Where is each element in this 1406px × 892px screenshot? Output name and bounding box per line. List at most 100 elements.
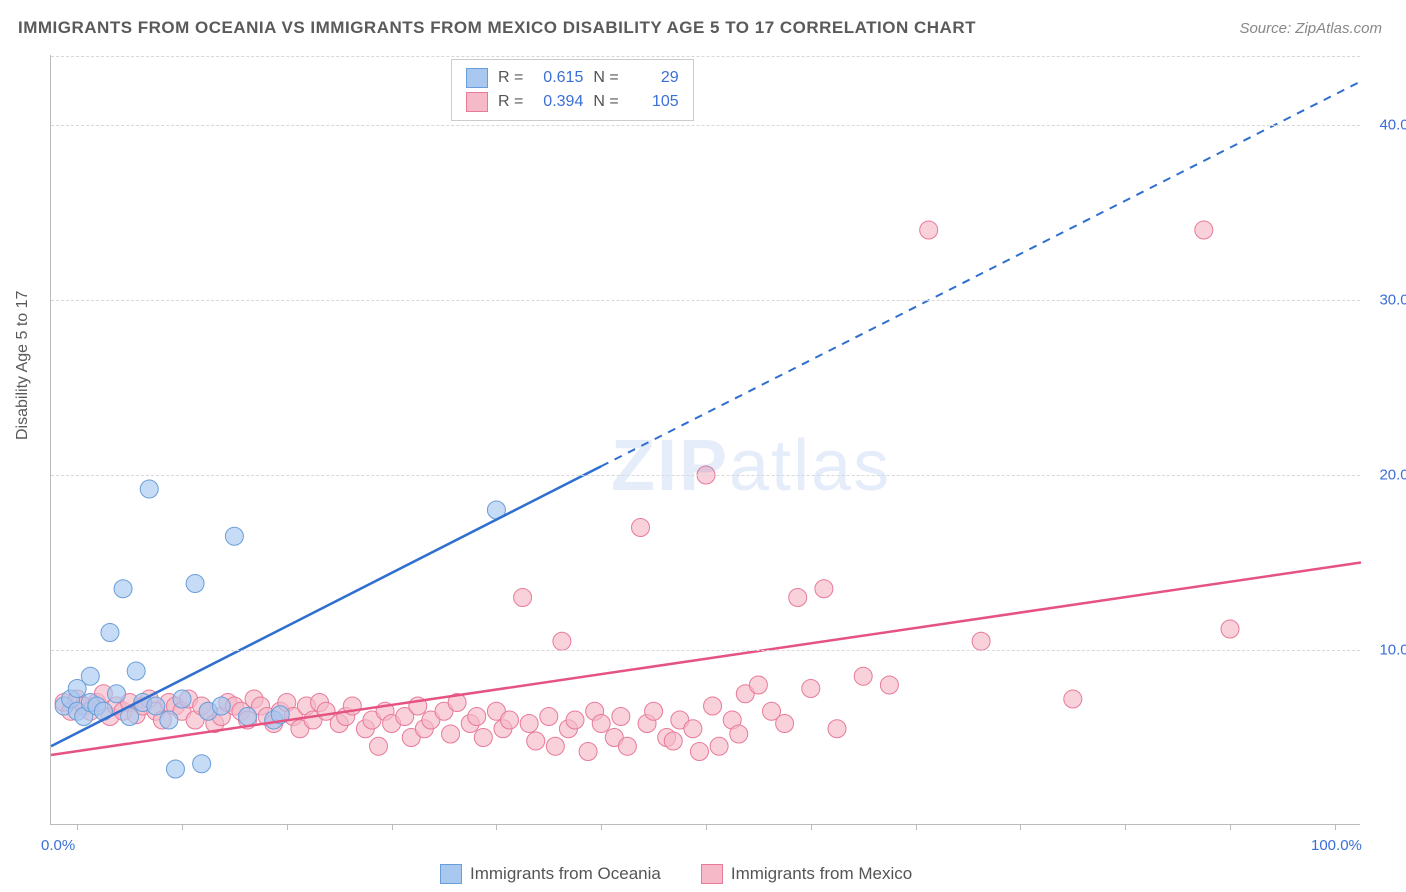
scatter-point [186,575,204,593]
scatter-point [127,662,145,680]
legend-item: Immigrants from Mexico [701,864,912,884]
x-tick-mark [811,824,812,830]
source-attribution: Source: ZipAtlas.com [1239,20,1382,37]
scatter-point [160,711,178,729]
scatter-point [1221,620,1239,638]
scatter-point [140,480,158,498]
scatter-point [81,667,99,685]
scatter-point [632,519,650,537]
x-tick-mark [496,824,497,830]
scatter-point [802,680,820,698]
scatter-point [566,711,584,729]
chart-title: IMMIGRANTS FROM OCEANIA VS IMMIGRANTS FR… [18,18,976,38]
scatter-point [173,690,191,708]
stats-row: R = 0.615 N = 29 [466,66,679,90]
scatter-point [684,720,702,738]
scatter-point [612,708,630,726]
stat-r-value: 0.615 [533,69,583,87]
scatter-point [618,737,636,755]
scatter-point [1064,690,1082,708]
scatter-point [225,527,243,545]
y-tick-label: 30.0% [1379,292,1406,309]
stat-r-label: R = [498,69,523,87]
scatter-point [704,697,722,715]
scatter-point [212,697,230,715]
scatter-point [468,708,486,726]
legend-swatch [466,68,488,88]
scatter-point [880,676,898,694]
scatter-point [710,737,728,755]
scatter-point [579,743,597,761]
scatter-point [501,711,519,729]
stat-r-label: R = [498,93,523,111]
scatter-svg [51,55,1360,824]
scatter-point [442,725,460,743]
scatter-point [789,589,807,607]
gridline [51,475,1360,476]
x-tick-mark [77,824,78,830]
stat-n-label: N = [593,69,618,87]
plot-area: R = 0.615 N = 29 R = 0.394 N = 105 ZIPat… [50,55,1360,825]
scatter-point [749,676,767,694]
stat-n-value: 29 [629,69,679,87]
scatter-point [147,697,165,715]
scatter-point [553,632,571,650]
scatter-point [514,589,532,607]
stat-n-value: 105 [629,93,679,111]
x-tick-mark [287,824,288,830]
trend-line-mexico [51,563,1361,756]
legend-label: Immigrants from Oceania [470,864,661,884]
scatter-point [1195,221,1213,239]
stats-box: R = 0.615 N = 29 R = 0.394 N = 105 [451,59,694,121]
stat-n-label: N = [593,93,618,111]
y-axis-label: Disability Age 5 to 17 [14,291,32,440]
x-tick-mark [1335,824,1336,830]
scatter-point [592,715,610,733]
gridline [51,300,1360,301]
y-tick-label: 20.0% [1379,467,1406,484]
scatter-point [474,729,492,747]
scatter-point [540,708,558,726]
x-tick-mark [182,824,183,830]
gridline [51,56,1360,57]
scatter-point [114,580,132,598]
scatter-point [239,708,257,726]
scatter-point [527,732,545,750]
trend-line-oceania-dashed [601,81,1361,466]
scatter-point [920,221,938,239]
x-tick-mark [1020,824,1021,830]
x-tick-label: 100.0% [1311,837,1362,854]
x-tick-mark [1230,824,1231,830]
scatter-point [645,702,663,720]
scatter-point [370,737,388,755]
gridline [51,650,1360,651]
legend-swatch [466,92,488,112]
legend-swatch [701,864,723,884]
scatter-point [108,685,126,703]
y-tick-label: 10.0% [1379,642,1406,659]
y-tick-label: 40.0% [1379,117,1406,134]
scatter-point [166,760,184,778]
scatter-point [193,755,211,773]
x-tick-mark [916,824,917,830]
legend-item: Immigrants from Oceania [440,864,661,884]
scatter-point [828,720,846,738]
x-tick-mark [1125,824,1126,830]
stat-r-value: 0.394 [533,93,583,111]
gridline [51,125,1360,126]
x-tick-mark [392,824,393,830]
scatter-point [520,715,538,733]
legend-label: Immigrants from Mexico [731,864,912,884]
legend-swatch [440,864,462,884]
scatter-point [546,737,564,755]
bottom-legend: Immigrants from Oceania Immigrants from M… [440,864,912,884]
scatter-point [854,667,872,685]
scatter-point [730,725,748,743]
scatter-point [776,715,794,733]
x-tick-mark [706,824,707,830]
scatter-point [664,732,682,750]
stats-row: R = 0.394 N = 105 [466,90,679,114]
scatter-point [815,580,833,598]
scatter-point [101,624,119,642]
scatter-point [972,632,990,650]
